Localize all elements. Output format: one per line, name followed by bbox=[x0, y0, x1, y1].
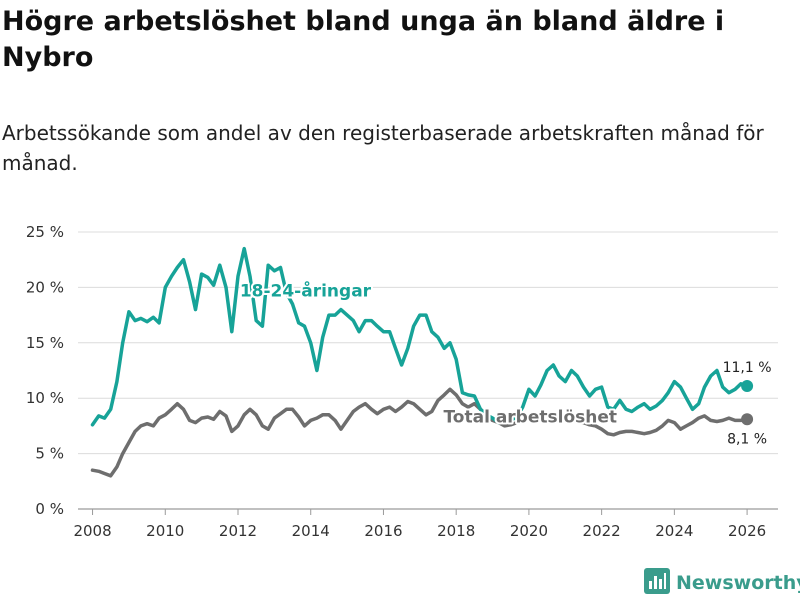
series-line-youth bbox=[90, 246, 749, 427]
bar-chart-icon bbox=[644, 568, 670, 598]
series-label-youth: 18-24-åringar bbox=[240, 279, 372, 301]
x-axis-tick-labels: 2008 2010 2012 2014 2016 2018 2020 2022 … bbox=[73, 522, 766, 540]
y-tick-label-4: 20 % bbox=[26, 278, 64, 296]
end-label-total: 8,1 % bbox=[727, 431, 767, 447]
x-tick-label-0: 2008 bbox=[73, 522, 111, 540]
x-tick-label-7: 2022 bbox=[583, 522, 621, 540]
x-tick-label-6: 2020 bbox=[510, 522, 548, 540]
y-tick-label-5: 25 % bbox=[26, 223, 64, 241]
x-tick-label-1: 2010 bbox=[146, 522, 184, 540]
y-tick-label-0: 0 % bbox=[35, 500, 64, 518]
x-tick-label-4: 2016 bbox=[364, 522, 402, 540]
series-labels: 18-24-åringar Total arbetslöshet 11,1 % … bbox=[238, 277, 772, 447]
brand-logo: Newsworthy bbox=[644, 568, 800, 598]
y-tick-label-2: 10 % bbox=[26, 389, 64, 407]
x-tick-label-9: 2026 bbox=[728, 522, 766, 540]
y-tick-label-1: 5 % bbox=[35, 445, 64, 463]
gridlines bbox=[78, 231, 778, 515]
y-axis-tick-labels: 0 % 5 % 10 % 15 % 20 % 25 % bbox=[26, 223, 64, 518]
series-label-total: Total arbetslöshet bbox=[443, 408, 617, 428]
chart-title: Högre arbetslöshet bland unga än bland ä… bbox=[2, 6, 725, 73]
x-tick-label-8: 2024 bbox=[655, 522, 693, 540]
brand-name: Newsworthy bbox=[676, 572, 800, 594]
series-lines bbox=[90, 246, 754, 478]
y-tick-label-3: 15 % bbox=[26, 334, 64, 352]
end-point-youth bbox=[741, 380, 754, 393]
x-tick-label-5: 2018 bbox=[437, 522, 475, 540]
chart-subtitle: Arbetssökande som andel av den registerb… bbox=[2, 121, 764, 175]
end-label-youth: 11,1 % bbox=[723, 360, 772, 376]
x-tick-label-2: 2012 bbox=[219, 522, 257, 540]
series-line-total bbox=[90, 387, 749, 478]
x-tick-label-3: 2014 bbox=[292, 522, 330, 540]
end-point-total bbox=[741, 413, 754, 426]
